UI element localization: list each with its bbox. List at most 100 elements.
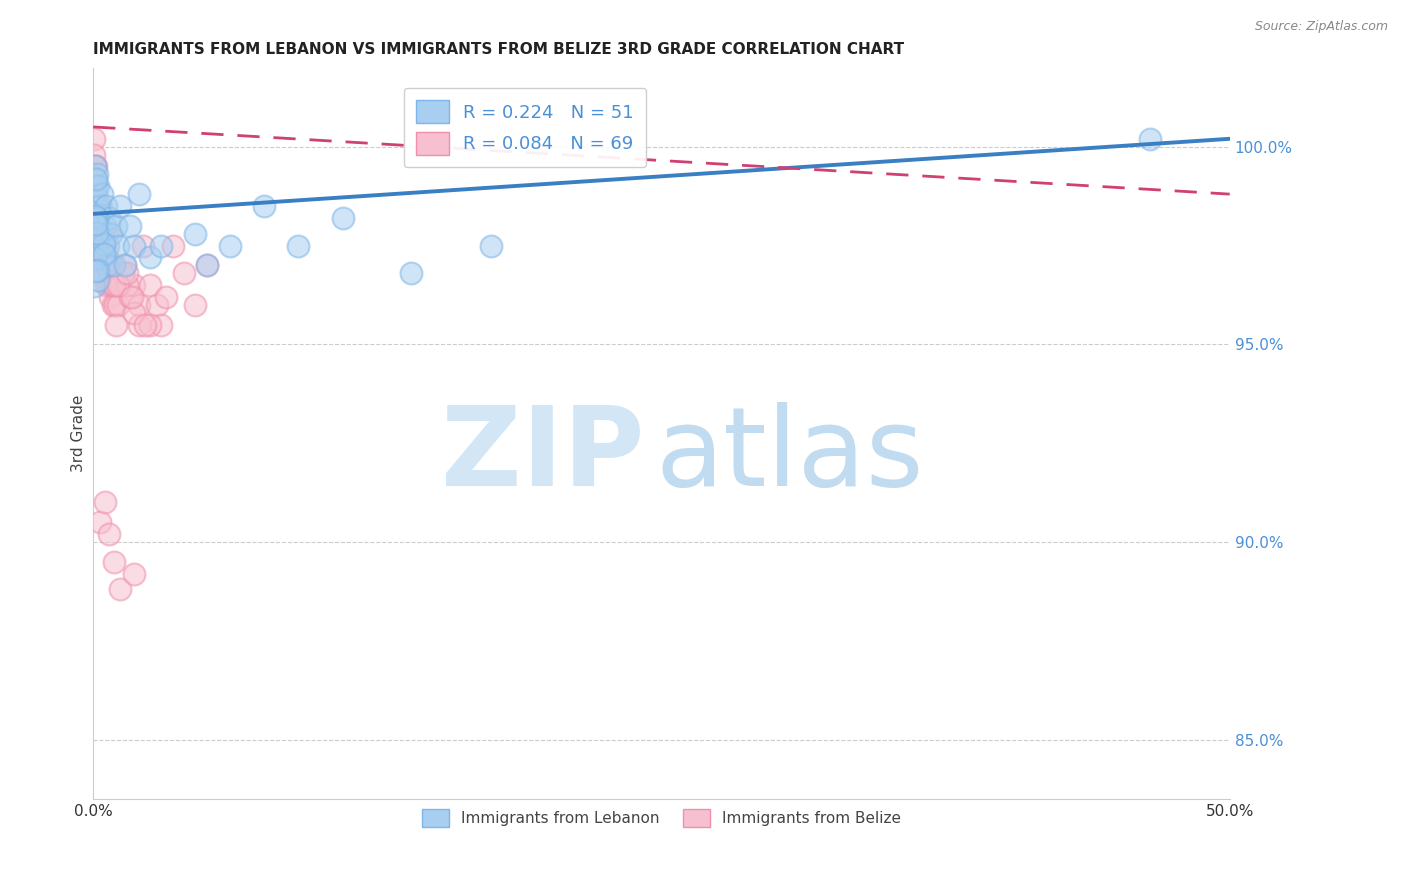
Point	[121, 290, 143, 304]
Point	[96, 258, 118, 272]
Point	[104, 318, 127, 332]
Point	[253, 199, 276, 213]
Text: ZIP: ZIP	[441, 401, 644, 508]
Point	[84, 179, 107, 194]
Point	[128, 318, 150, 332]
Point	[101, 298, 124, 312]
Point	[162, 238, 184, 252]
Point	[83, 279, 105, 293]
Point	[104, 278, 127, 293]
Point	[89, 199, 111, 213]
Point	[86, 226, 108, 240]
Point	[91, 266, 114, 280]
Point	[96, 251, 118, 265]
Point	[86, 211, 108, 225]
Point	[107, 298, 129, 312]
Point	[117, 266, 139, 280]
Point	[98, 290, 121, 304]
Point	[86, 172, 108, 186]
Point	[89, 238, 111, 252]
Point	[139, 278, 162, 293]
Point	[128, 187, 150, 202]
Point	[83, 147, 105, 161]
Point	[173, 266, 195, 280]
Point	[93, 247, 115, 261]
Point	[84, 179, 107, 194]
Point	[93, 219, 115, 233]
Point	[155, 290, 177, 304]
Point	[90, 258, 112, 272]
Point	[195, 258, 218, 272]
Point	[89, 227, 111, 241]
Point	[111, 266, 134, 280]
Point	[93, 251, 115, 265]
Point	[89, 515, 111, 529]
Point	[139, 318, 162, 332]
Point	[479, 238, 502, 252]
Point	[110, 199, 132, 213]
Point	[90, 251, 112, 265]
Point	[93, 495, 115, 509]
Point	[107, 278, 129, 293]
Point	[100, 227, 122, 241]
Point	[132, 238, 155, 252]
Point	[86, 187, 108, 202]
Point	[117, 278, 139, 293]
Point	[89, 199, 111, 213]
Point	[91, 238, 114, 252]
Point	[218, 238, 240, 252]
Point	[83, 160, 105, 174]
Point	[93, 236, 115, 251]
Point	[86, 199, 108, 213]
Point	[91, 187, 114, 202]
Point	[87, 199, 110, 213]
Point	[86, 211, 108, 225]
Point	[86, 199, 108, 213]
Point	[104, 219, 127, 233]
Point	[97, 238, 120, 252]
Legend: Immigrants from Lebanon, Immigrants from Belize: Immigrants from Lebanon, Immigrants from…	[413, 801, 910, 835]
Point	[184, 298, 207, 312]
Point	[86, 167, 108, 181]
Point	[98, 266, 121, 280]
Point	[96, 227, 118, 241]
Point	[118, 219, 141, 233]
Point	[86, 273, 108, 287]
Point	[87, 219, 110, 233]
Point	[87, 219, 110, 233]
Point	[97, 278, 120, 293]
Point	[93, 238, 115, 252]
Point	[107, 238, 129, 252]
Point	[84, 160, 107, 174]
Point	[96, 258, 118, 272]
Point	[104, 298, 127, 312]
Point	[90, 238, 112, 252]
Y-axis label: 3rd Grade: 3rd Grade	[72, 394, 86, 472]
Text: IMMIGRANTS FROM LEBANON VS IMMIGRANTS FROM BELIZE 3RD GRADE CORRELATION CHART: IMMIGRANTS FROM LEBANON VS IMMIGRANTS FR…	[93, 42, 904, 57]
Point	[128, 298, 150, 312]
Point	[134, 318, 156, 332]
Text: Source: ZipAtlas.com: Source: ZipAtlas.com	[1254, 20, 1388, 33]
Point	[89, 227, 111, 241]
Point	[98, 258, 121, 272]
Point	[114, 258, 136, 272]
Point	[91, 238, 114, 252]
Point	[195, 258, 218, 272]
Point	[103, 278, 125, 293]
Point	[139, 251, 162, 265]
Point	[1139, 132, 1161, 146]
Point	[103, 278, 125, 293]
Point	[83, 171, 105, 186]
Point	[122, 238, 145, 252]
Point	[100, 258, 122, 272]
Point	[87, 263, 110, 277]
Point	[332, 211, 354, 225]
Point	[84, 187, 107, 202]
Point	[83, 209, 105, 223]
Point	[98, 211, 121, 225]
Point	[94, 278, 117, 293]
Point	[114, 258, 136, 272]
Point	[103, 258, 125, 272]
Point	[122, 566, 145, 581]
Point	[100, 278, 122, 293]
